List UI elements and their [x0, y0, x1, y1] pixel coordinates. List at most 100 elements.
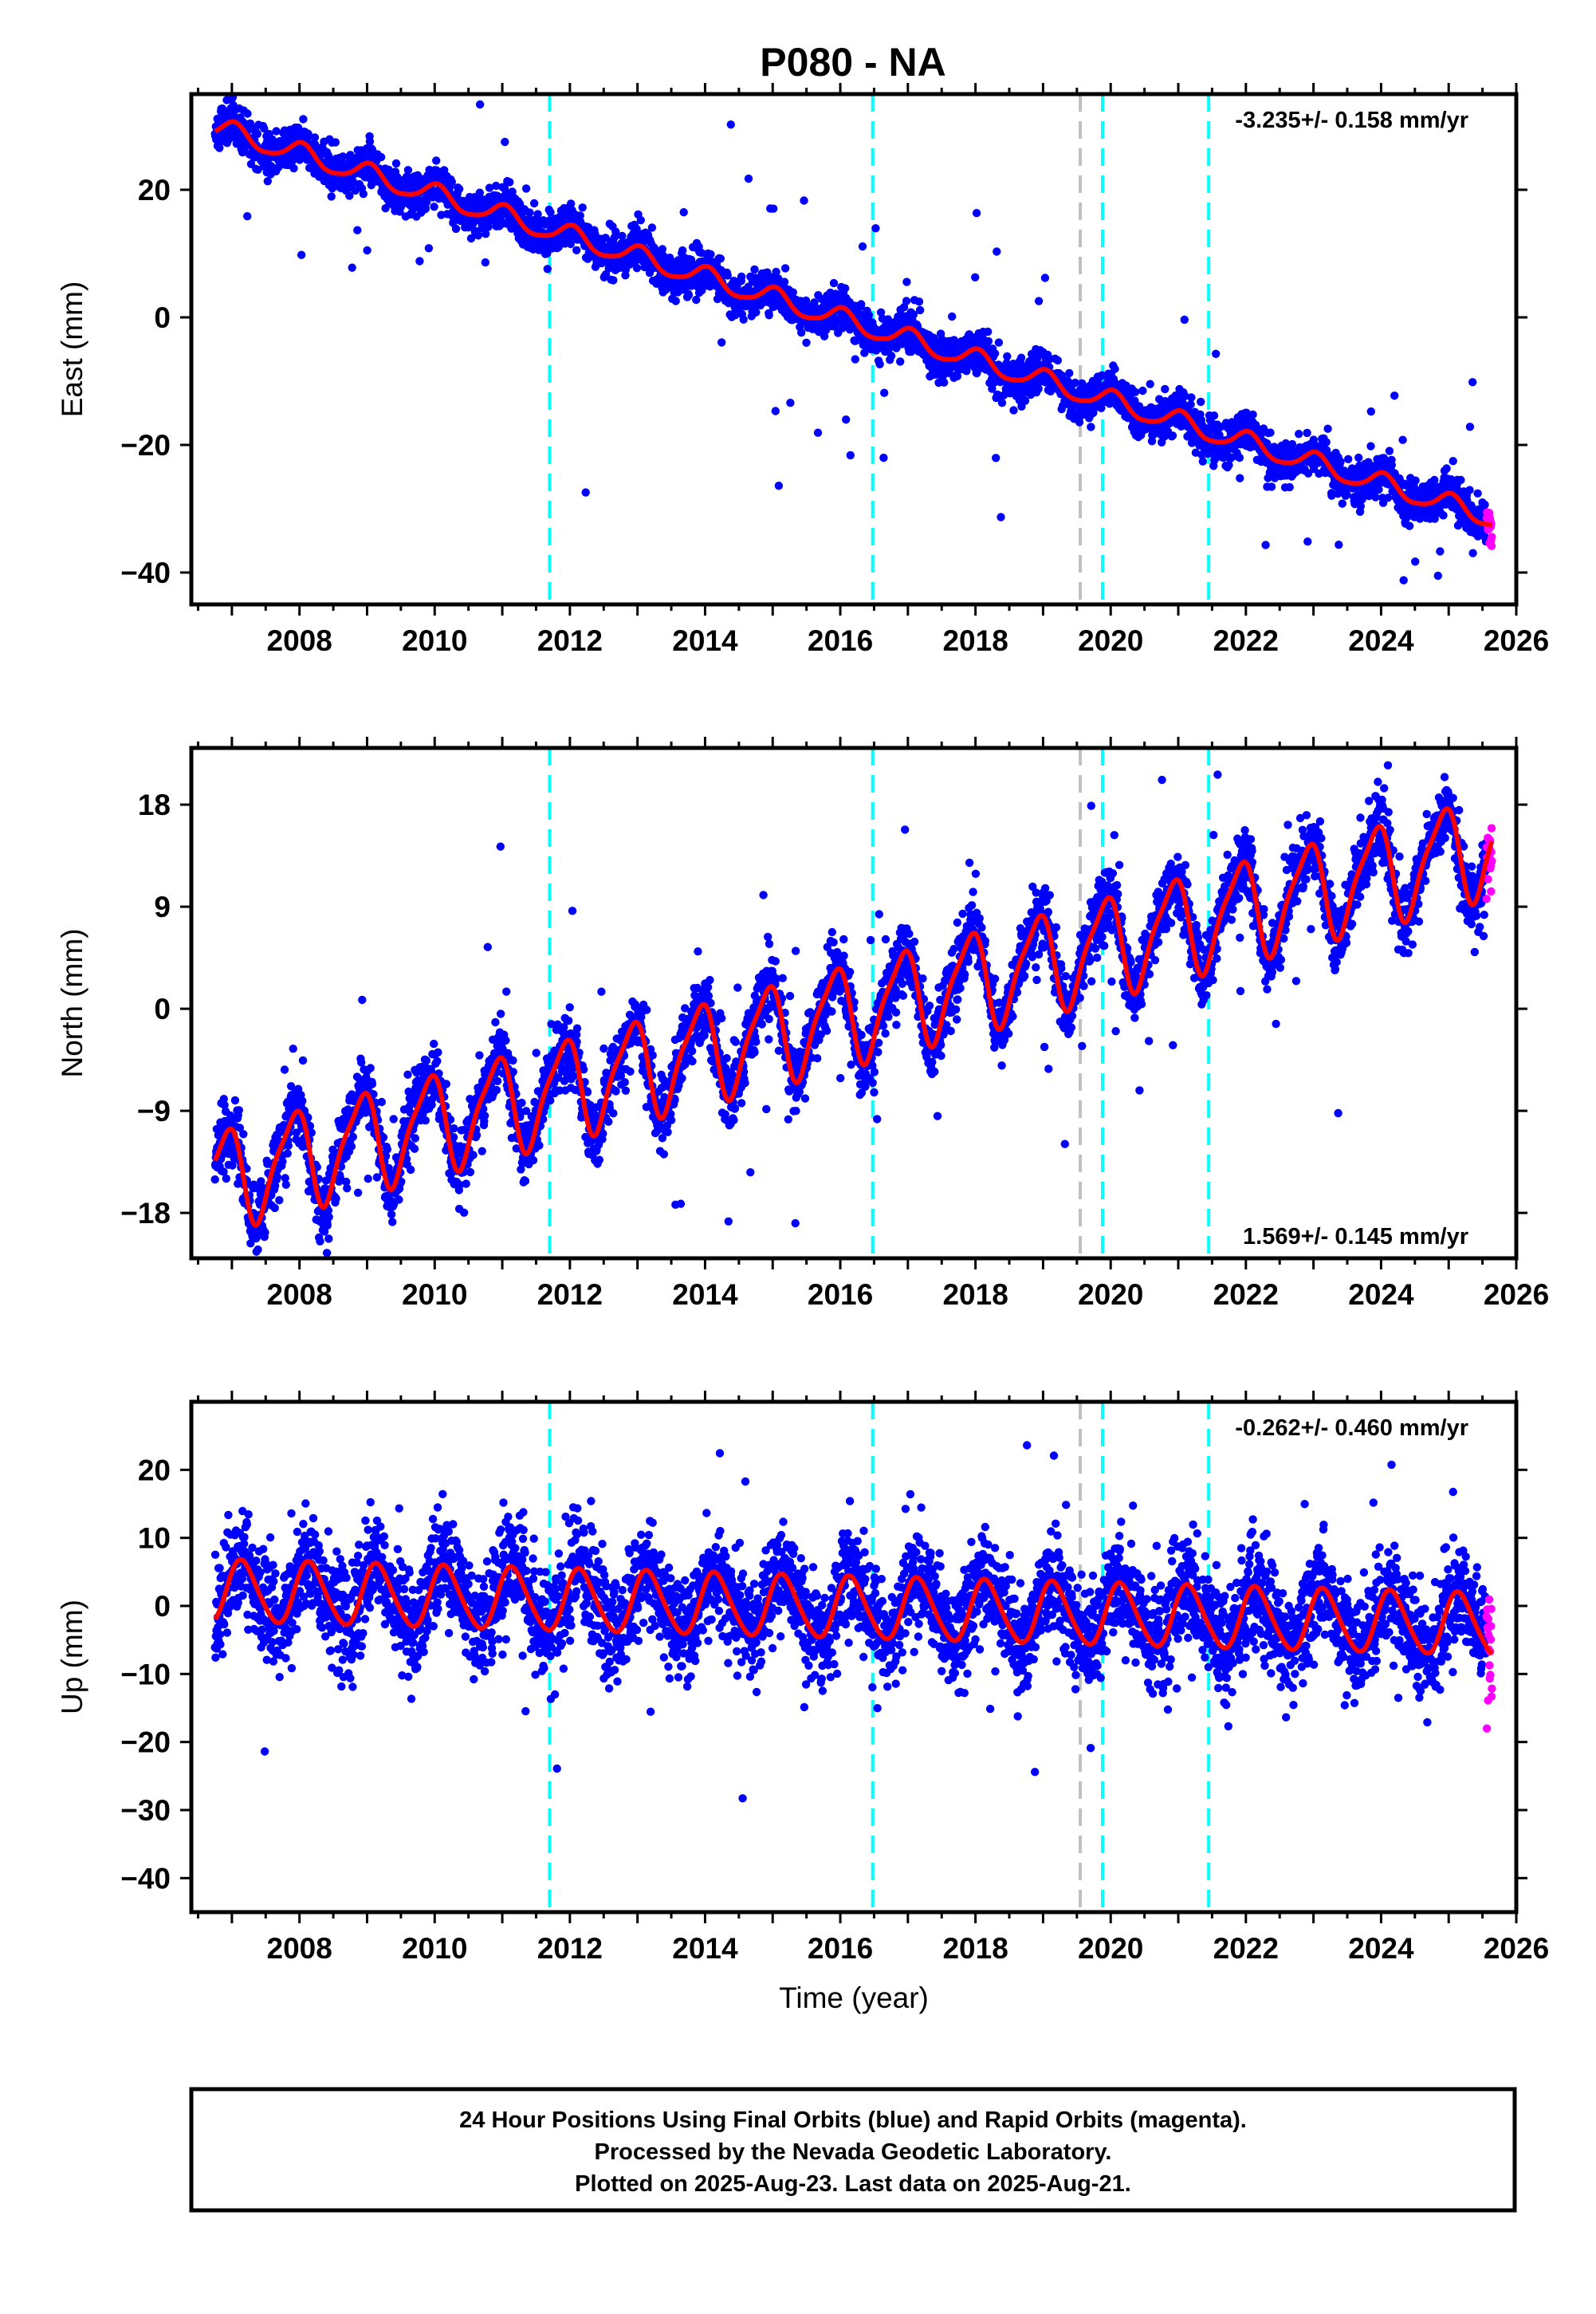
final-point [278, 1157, 287, 1166]
final-point [243, 109, 252, 118]
final-point [343, 1184, 352, 1193]
final-point [254, 1345, 262, 1353]
final-point [914, 297, 924, 306]
final-point [636, 216, 645, 225]
final-point [984, 336, 993, 346]
final-point [430, 203, 438, 211]
final-point [324, 1213, 333, 1222]
final-point [723, 271, 732, 280]
final-point [1209, 411, 1219, 420]
final-point [1003, 352, 1012, 361]
final-point [432, 156, 441, 165]
final-point [716, 254, 725, 263]
final-point [1473, 489, 1482, 498]
final-point [274, 163, 283, 172]
final-point [1433, 571, 1443, 580]
final-point [481, 258, 489, 267]
final-point [1287, 439, 1297, 449]
final-point [253, 129, 261, 139]
final-point [706, 250, 715, 259]
final-point [501, 137, 509, 147]
final-point [1212, 349, 1221, 358]
final-point [858, 242, 867, 251]
final-point [243, 212, 252, 221]
final-point [533, 210, 542, 218]
final-point [466, 234, 476, 243]
y-axis-label: East (mm) [56, 281, 88, 418]
final-point [298, 1096, 307, 1105]
final-point [1465, 486, 1474, 494]
final-point [1180, 315, 1189, 325]
rapid-point [1487, 541, 1496, 550]
final-point [576, 211, 584, 220]
final-point [1456, 475, 1465, 485]
x-tick-label: 2012 [537, 624, 603, 657]
final-point [1266, 428, 1275, 437]
final-point [1338, 499, 1347, 508]
final-point [1016, 353, 1026, 362]
final-point [879, 453, 888, 462]
final-point [993, 247, 1001, 256]
final-point [1371, 493, 1380, 502]
final-point [331, 138, 340, 147]
final-point [1187, 393, 1196, 402]
final-point [1465, 423, 1475, 431]
final-point [997, 513, 1005, 521]
final-point [896, 357, 905, 366]
final-point [543, 265, 552, 274]
x-tick-label: 2022 [1213, 624, 1279, 657]
x-tick-label: 2018 [942, 624, 1008, 657]
final-point [210, 1175, 219, 1184]
final-point [875, 360, 884, 368]
final-point [1449, 457, 1457, 466]
east-panel: 2008 2010 2012 2014 2016 2018 2020 2022 2024 2026… [56, 83, 1549, 657]
rapid-point [1488, 533, 1496, 541]
final-point [801, 296, 811, 305]
final-point [800, 196, 808, 205]
final-point [752, 308, 761, 317]
final-point [632, 264, 642, 273]
final-point [1336, 457, 1345, 466]
y-tick-label: 0 [154, 301, 171, 334]
final-point [261, 1228, 269, 1237]
final-point [1356, 502, 1366, 511]
final-point [347, 1142, 356, 1151]
final-point [260, 124, 269, 133]
final-point [1053, 356, 1063, 365]
final-point [992, 454, 1000, 462]
final-point [1198, 457, 1208, 466]
final-point [421, 204, 430, 214]
final-point [485, 183, 494, 192]
final-point [275, 1196, 284, 1205]
final-point [880, 388, 889, 397]
final-point [1111, 364, 1119, 373]
final-point [1366, 442, 1375, 451]
final-point [482, 230, 490, 238]
final-point [268, 135, 277, 144]
final-point [1065, 368, 1074, 378]
final-point [1323, 424, 1332, 433]
final-point [1236, 474, 1244, 482]
final-point [475, 188, 484, 197]
final-point [1146, 380, 1154, 388]
final-point [475, 100, 485, 109]
final-point [454, 184, 464, 194]
final-point [1087, 423, 1095, 431]
final-point [829, 278, 839, 288]
final-point [447, 178, 456, 187]
final-point [572, 246, 581, 254]
final-point [270, 1203, 279, 1213]
final-point [376, 152, 386, 162]
final-point [997, 399, 1007, 407]
final-point [1344, 455, 1353, 463]
final-point [1398, 435, 1407, 444]
final-point [251, 1389, 259, 1397]
final-point [1468, 549, 1477, 557]
final-point [1354, 453, 1363, 462]
final-point [521, 184, 531, 193]
x-tick-label: 2020 [1078, 624, 1143, 657]
final-point [366, 1064, 375, 1072]
final-point [1285, 482, 1294, 492]
final-point [289, 1045, 297, 1053]
final-point [990, 349, 1000, 358]
